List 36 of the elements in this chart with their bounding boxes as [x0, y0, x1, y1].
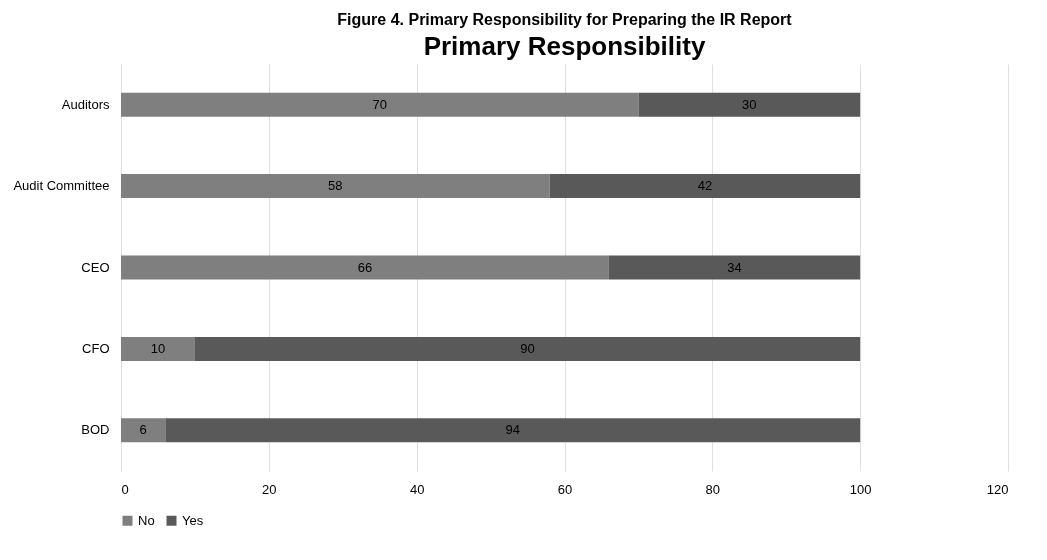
y-tick-label: CEO: [81, 259, 110, 275]
legend-label: Yes: [182, 512, 204, 528]
bar: [549, 174, 861, 199]
bar: [608, 255, 861, 280]
y-tick-label: Auditors: [61, 96, 110, 112]
bar: [194, 336, 861, 361]
data-label: 70: [372, 96, 387, 112]
legend-label: No: [138, 512, 155, 528]
bar: [121, 255, 609, 280]
data-label: 42: [697, 178, 713, 194]
bar: [121, 174, 550, 199]
x-tick-label: 60: [557, 481, 573, 497]
caption: Figure 4. Primary Responsibility for Preparing the IR Report: [337, 11, 793, 28]
data-label: 6: [139, 422, 147, 438]
x-tick-label: 0: [121, 481, 129, 497]
x-tick-label: 40: [409, 481, 425, 497]
x-tick-label: 80: [705, 481, 721, 497]
data-label: 90: [520, 340, 535, 356]
y-tick-label: Audit Committee: [13, 178, 110, 194]
bar: [121, 418, 166, 443]
bar: [165, 418, 861, 443]
data-label: 10: [150, 340, 166, 356]
x-tick-label: 20: [262, 481, 277, 497]
data-label: 34: [727, 259, 742, 275]
bar: [121, 92, 639, 117]
data-label: 94: [505, 422, 520, 438]
data-label: 30: [742, 96, 757, 112]
y-tick-label: BOD: [81, 422, 110, 438]
bar: [638, 92, 861, 117]
x-tick-label: 100: [849, 481, 872, 497]
y-tick-label: CFO: [82, 340, 110, 356]
data-label: 66: [357, 259, 373, 275]
data-label: 58: [328, 178, 343, 194]
chart-title: Primary Responsibility: [423, 31, 706, 61]
x-tick-label: 120: [986, 481, 1009, 497]
bar: [121, 336, 195, 361]
